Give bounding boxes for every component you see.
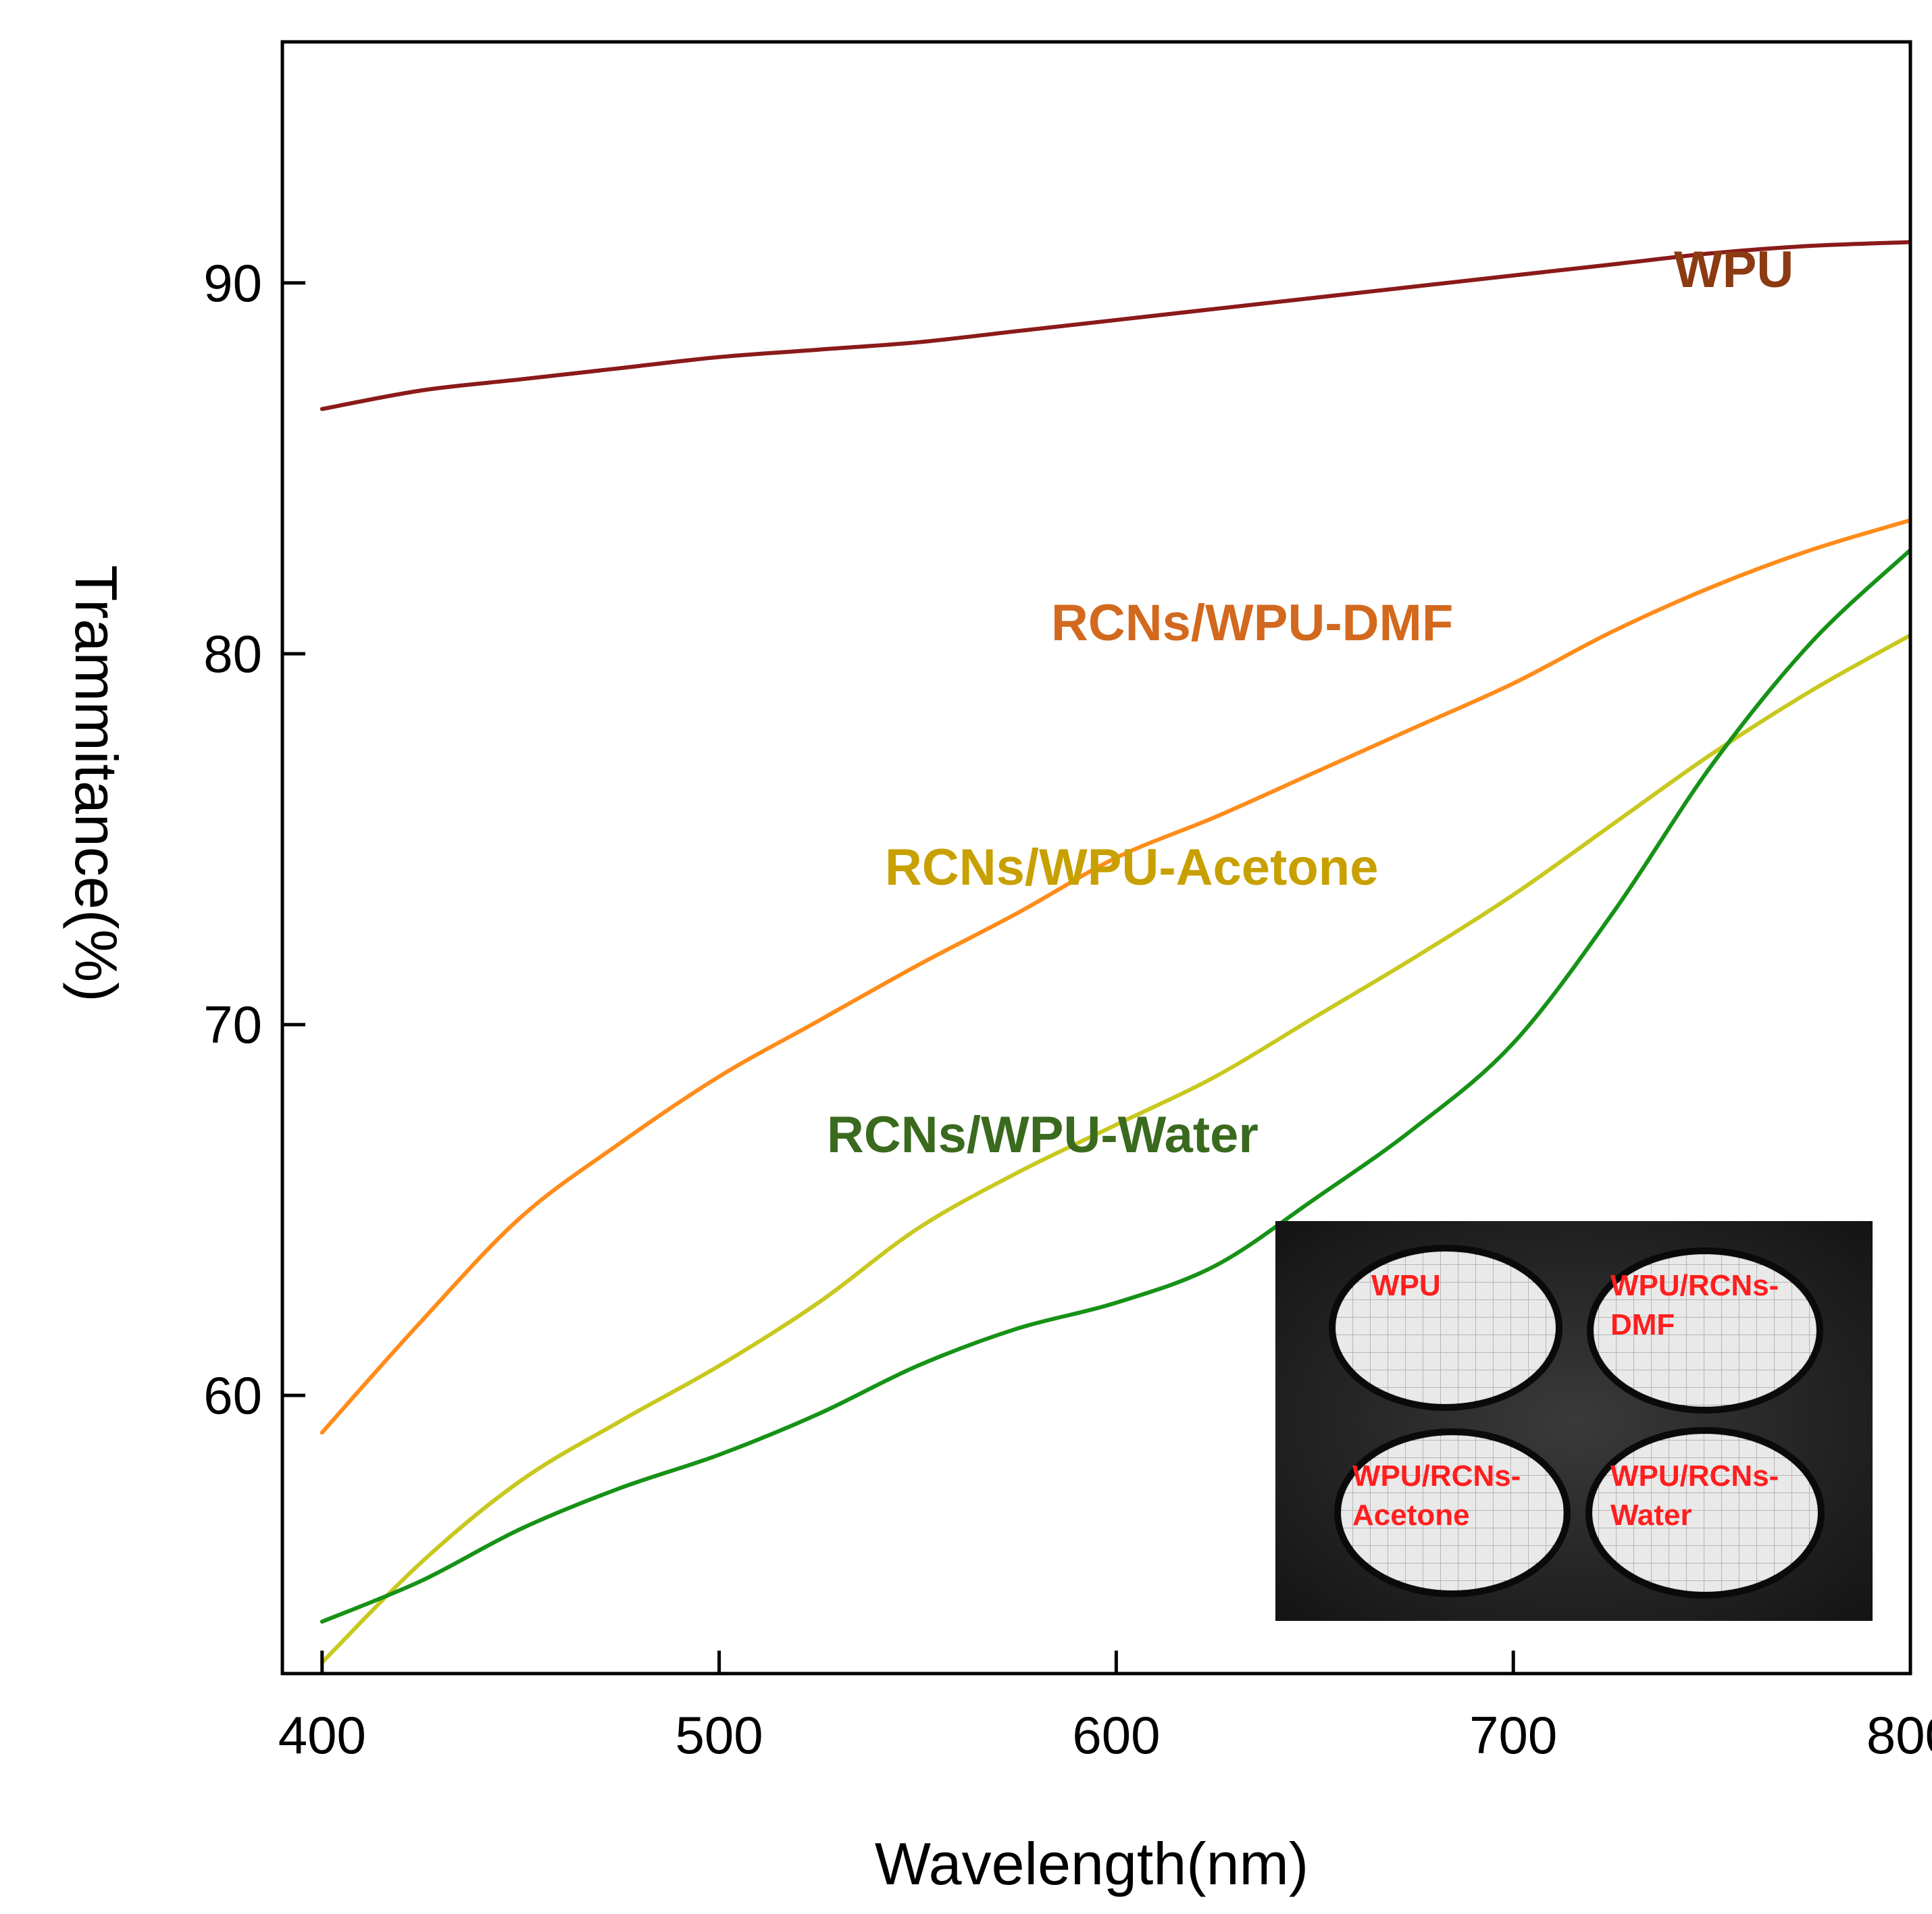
x-tick-label: 600 [1072, 1705, 1160, 1765]
series-layer [320, 240, 1910, 1665]
sample-label: WPU/RCNs- [1352, 1459, 1521, 1493]
sample-film-overlay [1342, 1436, 1563, 1590]
sample-photo-inset: WPU WPU/RCNs- DMF WPU/RCNs- Acetone WPU/RCNs-… [1275, 1221, 1873, 1621]
series-label-rcns-wpu-acetone: RCNs/WPU-Acetone [885, 839, 1379, 896]
x-tick-label: 500 [676, 1705, 763, 1765]
series-line-wpu [320, 240, 1910, 411]
y-axis-title: Trammitance(%) [63, 565, 130, 1002]
x-axis-title: Wavelength(nm) [875, 1830, 1308, 1897]
sample-disc [1585, 1427, 1825, 1599]
sample-disc [1334, 1428, 1571, 1597]
sample-film-overlay [1594, 1255, 1816, 1406]
x-tick-label: 700 [1469, 1705, 1557, 1765]
series-label-rcns-wpu-water: RCNs/WPU-Water [827, 1106, 1259, 1164]
series-line-rcns-wpu-water [320, 548, 1910, 1624]
sample-label: Acetone [1352, 1499, 1470, 1532]
series-labels: WPU RCNs/WPU-DMF RCNs/WPU-Acetone RCNs/WPU-… [827, 241, 1794, 1164]
series-label-rcns-wpu-dmf: RCNs/WPU-DMF [1051, 594, 1453, 652]
sample-label: WPU/RCNs- [1610, 1269, 1779, 1302]
sample-label: WPU [1371, 1269, 1441, 1302]
sample-film-overlay [1336, 1252, 1555, 1403]
sample-film-overlay [1593, 1434, 1817, 1591]
sample-disc [1329, 1245, 1562, 1411]
sample-label: WPU/RCNs- [1610, 1459, 1779, 1493]
sample-label: Water [1610, 1499, 1692, 1532]
x-tick-label: 800 [1866, 1705, 1932, 1765]
y-tick-label: 80 [203, 624, 262, 683]
series-line-rcns-wpu-acetone [320, 633, 1910, 1665]
y-tick-label: 60 [203, 1366, 262, 1425]
sample-label: DMF [1610, 1308, 1675, 1341]
plot-frame [280, 40, 1912, 1676]
sample-disc [1587, 1247, 1823, 1414]
x-tick-label: 400 [278, 1705, 366, 1765]
series-line-rcns-wpu-dmf [320, 518, 1910, 1435]
y-axis: 60 70 80 90 [203, 253, 305, 1425]
x-axis: 400 500 600 700 800 [278, 1651, 1932, 1765]
y-tick-label: 90 [203, 253, 262, 313]
series-label-wpu: WPU [1674, 241, 1794, 299]
y-tick-label: 70 [203, 995, 262, 1054]
